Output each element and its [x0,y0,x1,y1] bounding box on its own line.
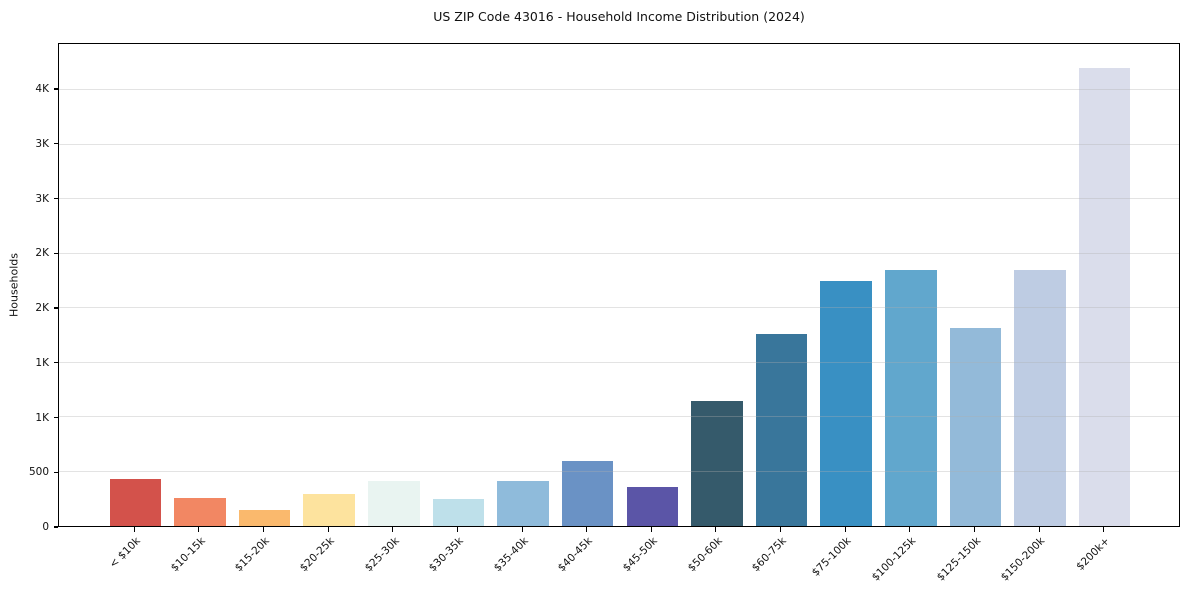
x-tick-mark [456,527,458,532]
bars-layer [59,44,1179,526]
gridline-3500 [59,143,1179,145]
bar-$60-75k [755,333,808,526]
bar-$40-45k [561,461,614,526]
y-tick-mark [53,526,58,528]
y-tick-label: 1K [35,411,49,424]
bar-$125-150k [949,327,1002,526]
x-tick-label: $45-50k [620,535,660,575]
x-tick-label: $40-45k [556,535,596,575]
y-tick-mark [53,362,58,364]
x-tick-mark [586,527,588,532]
gridline-2500 [59,252,1179,254]
bar-< $10k [109,479,162,526]
x-tick-mark [650,527,652,532]
bar-$30-35k [432,498,485,526]
x-tick-label: $20-25k [297,535,337,575]
y-tick-label: 3K [35,137,49,150]
bar-$75-100k [820,280,872,526]
bar-$50-60k [691,400,743,526]
x-tick-mark [780,527,782,532]
bar-$25-30k [368,480,420,526]
x-tick-mark [909,527,911,532]
gridline-2000 [59,307,1179,309]
gridline-3000 [59,198,1179,200]
y-axis-ticks: 0 500 1K 1K 2K 2K 3K 3K 4K [0,43,58,533]
bar-$100-125k [885,270,937,526]
y-tick-label: 2K [35,247,49,260]
bar-$15-20k [238,509,291,526]
x-tick-label: $200k+ [1074,535,1113,573]
x-axis-ticks: < $10k $10-15k $15-20k $20-25k $25-30k $30-35… [58,527,1180,590]
y-tick-mark [53,307,58,309]
x-tick-label: $150-200k [999,535,1048,584]
x-tick-mark [198,527,200,532]
x-tick-mark [263,527,265,532]
x-tick-mark [1103,527,1105,532]
y-tick-label: 4K [35,83,49,95]
x-tick-label: $15-20k [233,535,273,575]
y-tick-mark [53,471,58,473]
x-tick-mark [844,527,846,532]
x-tick-mark [715,527,717,532]
y-tick-mark [53,197,58,200]
x-tick-mark [521,527,523,532]
x-tick-label: $30-35k [426,535,466,575]
y-tick-label: 500 [28,466,49,479]
gridline-1000 [59,416,1179,418]
bar-$35-40k [497,481,549,526]
y-tick-label: 3K [35,192,49,205]
x-tick-mark [327,527,329,532]
gridline-4000 [59,89,1179,91]
x-tick-label: $125-150k [934,535,983,584]
bar-$150-200k [1014,269,1066,526]
chart-title: US ZIP Code 43016 - Household Income Dis… [433,9,805,24]
x-tick-mark [973,527,975,532]
plot-area [58,43,1180,527]
bar-$200k+ [1078,68,1131,526]
gridline-1500 [59,361,1179,363]
y-tick-mark [53,252,58,254]
x-tick-label: $10-15k [168,535,208,575]
x-tick-mark [1038,527,1040,532]
gridlines-layer [59,44,1179,526]
gridline-500 [59,470,1179,472]
x-tick-mark [392,527,394,532]
x-tick-label: $75-100k [809,535,854,579]
x-tick-mark [133,527,135,532]
x-tick-label: $50-60k [685,535,725,575]
x-tick-label: $100-125k [869,535,919,584]
bar-$20-25k [303,494,355,526]
bar-$45-50k [626,486,679,526]
x-tick-label: $35-40k [491,535,531,575]
x-tick-label: $60-75k [750,535,790,575]
y-tick-label: 1K [35,356,49,369]
y-tick-label: 0 [42,521,49,533]
bar-$10-15k [174,498,226,526]
y-tick-mark [53,416,58,419]
y-tick-mark [53,88,58,90]
y-tick-mark [53,143,58,145]
x-tick-label: $25-30k [362,535,402,575]
x-tick-label: < $10k [107,535,143,571]
y-tick-label: 2K [35,302,49,314]
